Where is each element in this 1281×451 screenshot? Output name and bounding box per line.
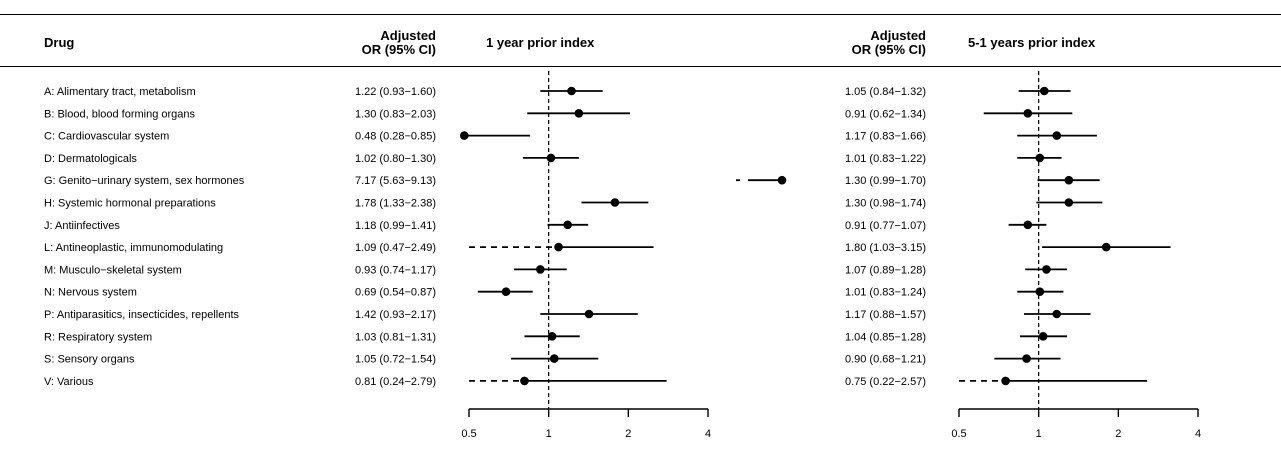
panel1-point-estimate bbox=[546, 153, 556, 163]
panel2-or-value: 1.07 (0.89−1.28) bbox=[845, 264, 926, 276]
panel2-plot: 0.5 1 2 4 1.05 (0.84−1.32) 0.91 (0.62−1.34) 1.… bbox=[845, 71, 1201, 440]
panel1-or-value: 1.42 (0.93−2.17) bbox=[355, 309, 436, 321]
drug-label: B: Blood, blood forming organs bbox=[44, 108, 196, 120]
panel1-point-estimate bbox=[554, 242, 563, 252]
panel1-or-value: 1.05 (0.72−1.54) bbox=[355, 354, 436, 366]
drug-label: J: Antiinfectives bbox=[44, 220, 120, 232]
drug-label: M: Musculo−skeletal system bbox=[44, 264, 182, 276]
panel1-or-value: 0.48 (0.28−0.85) bbox=[355, 131, 436, 143]
panel2-or-value: 1.17 (0.83−1.66) bbox=[845, 131, 926, 143]
panel1-tick-label: 4 bbox=[705, 428, 711, 440]
drug-label: S: Sensory organs bbox=[44, 354, 135, 366]
panel2-or-value: 1.17 (0.88−1.57) bbox=[845, 309, 926, 321]
panel2-point-estimate bbox=[1035, 153, 1045, 163]
panel2-tick-label: 1 bbox=[1036, 428, 1042, 440]
drug-label: A: Alimentary tract, metabolism bbox=[44, 86, 196, 98]
panel2-tick-label: 0.5 bbox=[951, 428, 966, 440]
panel2-point-estimate bbox=[1038, 332, 1048, 341]
panel1-or-value: 1.09 (0.47−2.49) bbox=[355, 242, 436, 254]
panel1-title: 1 year prior index bbox=[486, 35, 595, 50]
panel2-tick-label: 4 bbox=[1195, 428, 1201, 440]
drug-label: R: Respiratory system bbox=[44, 331, 152, 343]
panel2-point-estimate bbox=[1022, 354, 1031, 363]
panel1-or-value: 1.18 (0.99−1.41) bbox=[355, 220, 436, 232]
panel2-or-value: 1.04 (0.85−1.28) bbox=[845, 331, 926, 343]
header-or-line2-panel1: OR (95% CI) bbox=[362, 42, 436, 57]
rows-layer: A: Alimentary tract, metabolism B: Blood,… bbox=[44, 86, 245, 388]
panel1-plot: 0.5 1 2 4 1.22 (0.93−1.60) 1.30 (0.83−2.03) 0.… bbox=[355, 71, 787, 440]
drug-label: G: Genito−urinary system, sex hormones bbox=[44, 175, 245, 187]
panel2-point-estimate bbox=[1001, 376, 1010, 386]
header-drug: Drug bbox=[44, 35, 74, 50]
panel1-or-value: 0.81 (0.24−2.79) bbox=[355, 376, 436, 388]
drug-label: C: Cardiovascular system bbox=[44, 131, 169, 143]
panel1-point-estimate bbox=[563, 220, 572, 230]
panel1-point-estimate bbox=[610, 198, 620, 207]
panel1-point-estimate bbox=[460, 131, 469, 140]
panel2-or-value: 0.91 (0.77−1.07) bbox=[845, 220, 926, 232]
header-or-line1-panel1: Adjusted bbox=[380, 28, 436, 43]
panel2-point-estimate bbox=[1042, 265, 1051, 274]
panel1-point-estimate bbox=[574, 109, 584, 118]
panel1-or-value: 1.03 (0.81−1.31) bbox=[355, 331, 436, 343]
panel1-tick-label: 0.5 bbox=[461, 428, 476, 440]
panel1-point-estimate bbox=[520, 376, 529, 386]
drug-label: P: Antiparasitics, insecticides, repelle… bbox=[44, 309, 240, 321]
drug-label: L: Antineoplastic, immunomodulating bbox=[44, 242, 223, 254]
panel1-point-estimate bbox=[536, 265, 545, 274]
panel2-point-estimate bbox=[1052, 131, 1062, 140]
panel2-or-value: 1.30 (0.98−1.74) bbox=[845, 198, 926, 210]
drug-label: D: Dermatologicals bbox=[44, 153, 137, 165]
panel1-point-estimate bbox=[567, 86, 576, 96]
panel1-tick-label: 1 bbox=[546, 428, 552, 440]
panel2-point-estimate bbox=[1052, 309, 1062, 319]
panel2-or-value: 0.91 (0.62−1.34) bbox=[845, 108, 926, 120]
panel2-or-value: 1.30 (0.99−1.70) bbox=[845, 175, 926, 187]
panel2-point-estimate bbox=[1023, 109, 1033, 118]
panel2-point-estimate bbox=[1023, 220, 1033, 230]
panel2-point-estimate bbox=[1101, 242, 1111, 252]
panel1-point-estimate bbox=[501, 287, 511, 297]
header-or-line1-panel2: Adjusted bbox=[870, 28, 926, 43]
panel1-or-value: 1.22 (0.93−1.60) bbox=[355, 86, 436, 98]
header-or-line2-panel2: OR (95% CI) bbox=[852, 42, 926, 57]
panel2-point-estimate bbox=[1035, 287, 1045, 297]
panel2-or-value: 0.90 (0.68−1.21) bbox=[845, 354, 926, 366]
panel1-point-estimate bbox=[777, 175, 787, 185]
panel1-or-value: 1.30 (0.83−2.03) bbox=[355, 108, 436, 120]
panel1-tick-label: 2 bbox=[625, 428, 631, 440]
panel2-or-value: 1.01 (0.83−1.22) bbox=[845, 153, 926, 165]
panel1-or-value: 0.69 (0.54−0.87) bbox=[355, 287, 436, 299]
panel2-or-value: 1.01 (0.83−1.24) bbox=[845, 287, 926, 299]
drug-label: V: Various bbox=[44, 376, 94, 388]
panel1-or-value: 7.17 (5.63−9.13) bbox=[355, 175, 436, 187]
panel1-point-estimate bbox=[549, 354, 559, 363]
panel1-point-estimate bbox=[547, 332, 557, 341]
drug-label: H: Systemic hormonal preparations bbox=[44, 198, 216, 210]
panel1-or-value: 0.93 (0.74−1.17) bbox=[355, 264, 436, 276]
panel2-point-estimate bbox=[1039, 86, 1049, 96]
panel2-point-estimate bbox=[1064, 198, 1074, 207]
panel2-or-value: 1.05 (0.84−1.32) bbox=[845, 86, 926, 98]
panel2-tick-label: 2 bbox=[1115, 428, 1121, 440]
panel1-or-value: 1.02 (0.80−1.30) bbox=[355, 153, 436, 165]
drug-label: N: Nervous system bbox=[44, 287, 137, 299]
panel2-point-estimate bbox=[1064, 175, 1074, 185]
panel2-or-value: 1.80 (1.03−3.15) bbox=[845, 242, 926, 254]
panel1-point-estimate bbox=[584, 309, 594, 319]
panel1-or-value: 1.78 (1.33−2.38) bbox=[355, 198, 436, 210]
panel2-title: 5-1 years prior index bbox=[968, 35, 1096, 50]
panel2-or-value: 0.75 (0.22−2.57) bbox=[845, 376, 926, 388]
